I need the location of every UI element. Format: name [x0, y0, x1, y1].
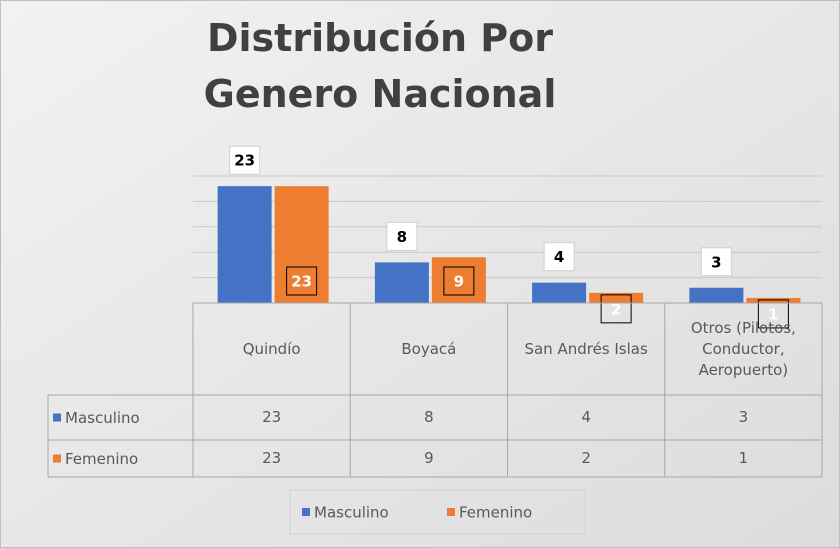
data-label-box — [443, 266, 475, 296]
category-label: San Andrés Islas — [524, 339, 648, 358]
table-value-box: 23 — [262, 449, 282, 467]
table-value: 23 — [262, 449, 282, 467]
data-label-box — [286, 266, 318, 296]
category-label: Boyacá — [401, 339, 457, 358]
data-label: 9 — [454, 273, 464, 291]
data-label: 23 — [234, 152, 255, 170]
bar — [217, 186, 272, 303]
category-label-box: Otros (Pilotos, Conductor, Aeropuerto) — [690, 318, 796, 379]
legend-key — [302, 508, 310, 516]
bar — [589, 292, 644, 303]
table-series-name: Femenino — [65, 450, 138, 468]
data-label-box — [600, 294, 632, 324]
legend-key — [447, 508, 455, 516]
bar — [746, 297, 801, 303]
data-label: 8 — [397, 228, 407, 246]
bar — [374, 262, 429, 303]
bar — [689, 287, 744, 303]
category-label-box: San Andrés Islas — [524, 339, 648, 358]
table-value-box: 3 — [738, 408, 749, 426]
data-label: 1 — [768, 305, 778, 323]
table-value-box: 23 — [262, 408, 282, 426]
legend-box — [289, 489, 586, 535]
data-label-box — [386, 221, 418, 251]
table-legend-key — [53, 454, 61, 463]
data-label: 3 — [711, 253, 721, 271]
title-box: Distribución Por Genero Nacional — [203, 16, 557, 116]
data-label: 4 — [554, 248, 564, 266]
category-label-box: Boyacá — [401, 339, 457, 358]
table-value: 4 — [581, 408, 591, 426]
table-value: 8 — [424, 408, 434, 426]
data-label-box — [543, 242, 575, 272]
data-label: 23 — [291, 273, 312, 291]
category-label: Quindío — [242, 339, 301, 358]
table-value-box: 4 — [581, 408, 591, 426]
category-label: Otros (Pilotos, Conductor, Aeropuerto) — [690, 318, 796, 379]
table-value-box: 9 — [424, 449, 434, 467]
legend-label: Masculino — [314, 504, 389, 522]
category-label-box: Quindío — [242, 339, 301, 358]
table-value: 1 — [738, 449, 749, 467]
legend-label: Femenino — [459, 504, 532, 522]
data-label-box — [229, 145, 261, 175]
table-value-box: 8 — [424, 408, 434, 426]
table-value: 3 — [738, 408, 749, 426]
bar — [532, 282, 587, 303]
table-legend-key — [53, 413, 61, 422]
chart-title: Distribución Por Genero Nacional — [203, 16, 557, 116]
data-label-box — [700, 247, 732, 277]
table-series-name: Masculino — [65, 409, 140, 427]
table-value: 9 — [424, 449, 434, 467]
data-label-box — [757, 299, 789, 329]
data-label: 2 — [611, 300, 621, 318]
table-value-box: 1 — [738, 449, 749, 467]
table-value: 23 — [262, 408, 282, 426]
bar — [274, 186, 329, 303]
table-value: 2 — [581, 449, 591, 467]
table-value-box: 2 — [581, 449, 591, 467]
